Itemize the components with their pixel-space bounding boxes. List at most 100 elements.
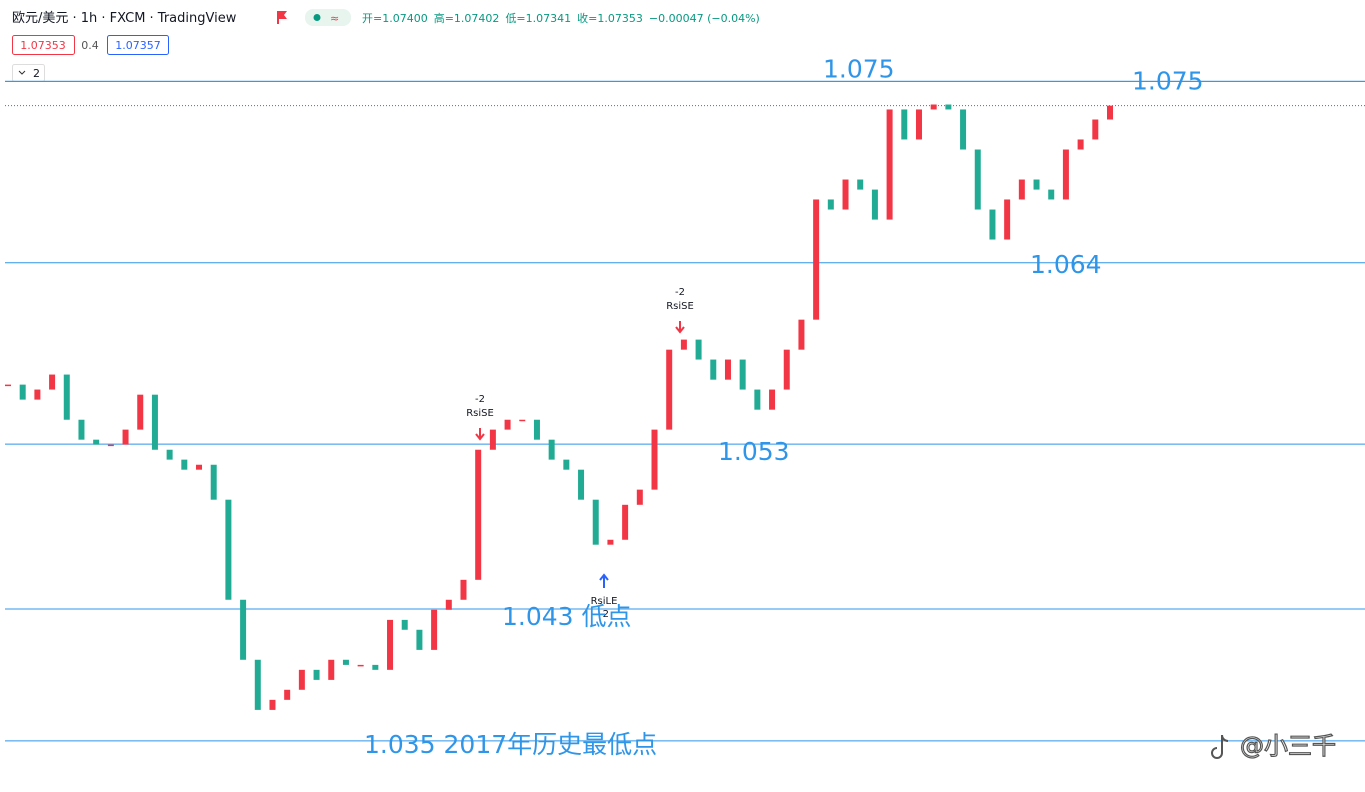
- candle: [695, 339, 702, 360]
- candle: [1033, 179, 1040, 190]
- candle: [989, 209, 996, 240]
- level-label: 1.075: [823, 54, 895, 83]
- candle: [915, 109, 922, 140]
- candle: [548, 439, 555, 460]
- watermark-logo: [1211, 734, 1229, 759]
- candle: [1062, 149, 1069, 200]
- signal-label: RsiSE: [666, 301, 694, 312]
- candle: [416, 629, 423, 650]
- candle: [313, 669, 320, 680]
- candle: [1018, 179, 1025, 200]
- candle: [769, 389, 776, 410]
- candle: [754, 389, 761, 410]
- candle: [901, 109, 908, 140]
- candle: [783, 349, 790, 390]
- indicator-count: 2: [33, 67, 40, 80]
- candle: [1048, 189, 1055, 200]
- candle: [225, 499, 232, 600]
- candle: [387, 619, 394, 670]
- candle: [871, 189, 878, 220]
- bid-box[interactable]: [12, 35, 75, 55]
- candle: [34, 389, 41, 400]
- candle: [269, 699, 276, 710]
- plot: [5, 80, 1365, 742]
- ohlc-item: 开=1.07400: [362, 12, 428, 25]
- candle: [930, 104, 937, 110]
- candle: [284, 689, 291, 700]
- watermark: @小三千: [1240, 732, 1336, 760]
- candle: [166, 449, 173, 460]
- level-label: 1.064: [1030, 250, 1102, 279]
- candle: [857, 179, 864, 190]
- candle: [622, 504, 629, 540]
- signal-rsise-2: -2 RsiSE: [666, 287, 694, 334]
- candle: [460, 579, 467, 600]
- candle: [886, 109, 893, 220]
- candle: [401, 619, 408, 630]
- candle: [342, 659, 349, 665]
- symbol-title: 欧元/美元 · 1h · FXCM · TradingView: [12, 11, 237, 26]
- candle: [1092, 119, 1099, 140]
- flag-icon[interactable]: [277, 11, 287, 24]
- status-pill[interactable]: [305, 9, 351, 26]
- candle: [578, 469, 585, 500]
- spread: 0.4: [81, 39, 99, 52]
- level-label: 1.075: [1132, 66, 1204, 95]
- level-label: 1.043 低点: [502, 602, 632, 631]
- signal-arrow: [475, 428, 485, 441]
- candle: [372, 664, 379, 670]
- candle: [592, 499, 599, 545]
- chevron: [18, 70, 26, 75]
- bid-price: 1.07353: [20, 39, 66, 52]
- candle: [724, 359, 731, 380]
- signal-arrow: [599, 573, 609, 588]
- signal-rsise-1: -2 RsiSE: [466, 394, 494, 441]
- candle: [563, 459, 570, 470]
- candle: [960, 109, 967, 150]
- signal-count: -2: [475, 394, 485, 405]
- candle: [533, 419, 540, 440]
- candle: [739, 359, 746, 390]
- candle: [798, 319, 805, 350]
- candle: [196, 464, 203, 470]
- candle: [475, 449, 482, 580]
- candle: [489, 429, 496, 450]
- candle: [636, 489, 643, 505]
- signal-label: RsiSE: [466, 408, 494, 419]
- candle: [107, 444, 114, 447]
- signal-rsile: RsiLE -2: [591, 573, 617, 620]
- level-label: 1.053: [718, 437, 790, 466]
- ask-price: 1.07357: [115, 39, 161, 52]
- ohlc-item: 收=1.07353: [577, 11, 643, 25]
- ohlc-item: −0.00047 (−0.04%): [649, 12, 760, 25]
- level-label: 1.035 2017年历史最低点: [364, 730, 657, 759]
- candle: [945, 104, 952, 110]
- candle: [137, 394, 144, 430]
- signal-count: -2: [599, 609, 609, 620]
- candle: [666, 349, 673, 430]
- ohlc-group: 开=1.07400 高=1.07402 低=1.07341 收=1.07353 −0.0…: [362, 11, 760, 25]
- candle: [357, 664, 364, 667]
- status-icon: ≈: [330, 12, 339, 25]
- candle: [49, 374, 56, 390]
- candle: [607, 539, 614, 545]
- candle: [93, 439, 100, 445]
- candle: [298, 669, 305, 690]
- candle: [431, 609, 438, 650]
- candle: [240, 599, 247, 660]
- candle: [210, 464, 217, 500]
- candle: [504, 419, 511, 430]
- candle: [122, 429, 129, 445]
- candle: [254, 659, 261, 710]
- candle: [19, 384, 26, 400]
- candle: [974, 149, 981, 210]
- candle: [1004, 199, 1011, 240]
- ask-box[interactable]: [107, 35, 169, 55]
- candle: [78, 419, 85, 440]
- candle: [827, 199, 834, 210]
- candle: [842, 179, 849, 210]
